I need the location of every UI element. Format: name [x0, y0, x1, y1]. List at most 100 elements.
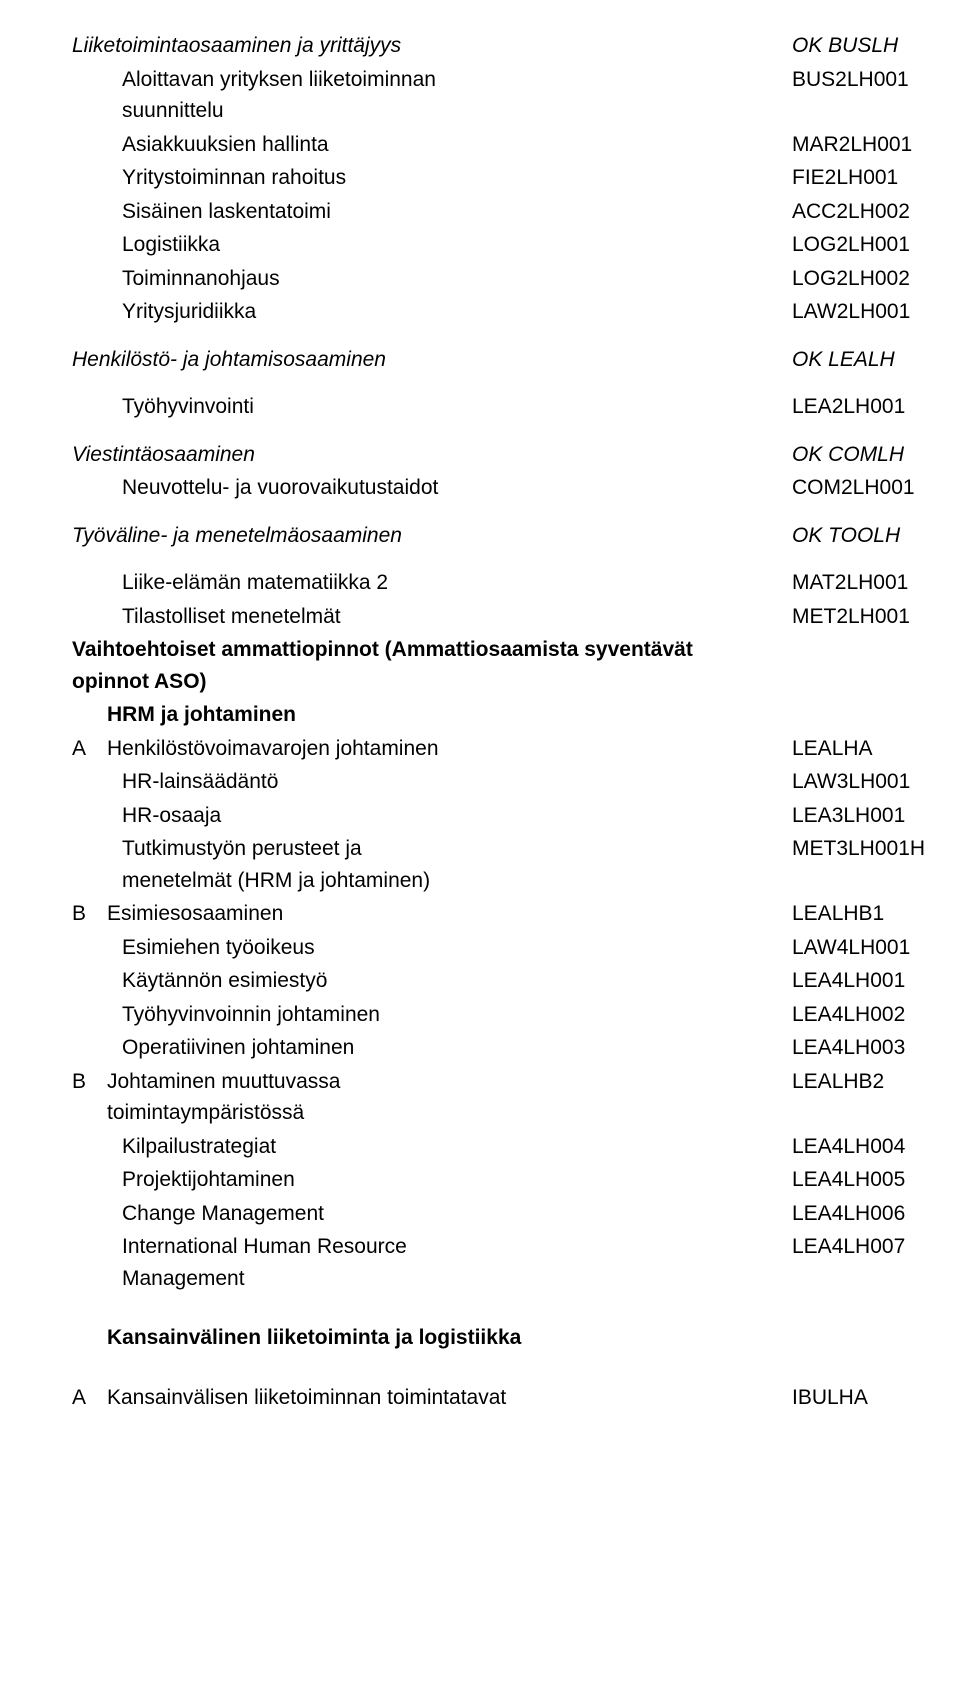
row-label: Kansainvälinen liiketoiminta ja logistii… — [107, 1322, 792, 1354]
row-label: Toiminnanohjaus — [72, 263, 792, 295]
row-label: Yritysjuridiikka — [72, 296, 792, 328]
row-label: Vaihtoehtoiset ammattiopinnot (Ammattios… — [72, 634, 792, 697]
row-label: Projektijohtaminen — [72, 1164, 792, 1196]
table-row: International Human Resource Management … — [72, 1231, 960, 1294]
table-row: Logistiikka LOG2LH001 3 — [72, 229, 960, 261]
row-tag: A — [72, 733, 107, 765]
table-row: A Henkilöstövoimavarojen johtaminen LEAL… — [72, 733, 960, 765]
row-label: Liike-elämän matematiikka 2 — [72, 567, 792, 599]
row-code: LEA4LH005 — [792, 1164, 960, 1196]
row-code: LAW4LH001 — [792, 932, 960, 964]
section-heading-row: Henkilöstö- ja johtamisosaaminen OK LEAL… — [72, 344, 960, 376]
row-label: Liiketoimintaosaaminen ja yrittäjyys — [72, 30, 792, 62]
row-label: Esimiesosaaminen — [107, 898, 792, 930]
table-row: Aloittavan yrityksen liiketoiminnan suun… — [72, 64, 960, 127]
table-row: HR-osaaja LEA3LH001 9 — [72, 800, 960, 832]
row-label: Työhyvinvoinnin johtaminen — [72, 999, 792, 1031]
row-label: Tutkimustyön perusteet ja menetelmät (HR… — [72, 833, 792, 896]
section-heading-row: Työväline- ja menetelmäosaaminen OK TOOL… — [72, 520, 960, 552]
row-code: LEA2LH001 — [792, 391, 960, 423]
table-row: HR-lainsäädäntö LAW3LH001 3 — [72, 766, 960, 798]
row-label: HRM ja johtaminen — [107, 699, 792, 731]
row-code: LEA4LH004 — [792, 1131, 960, 1163]
table-row: Työhyvinvoinnin johtaminen LEA4LH002 3 — [72, 999, 960, 1031]
row-label: Operatiivinen johtaminen — [72, 1032, 792, 1064]
table-row: Operatiivinen johtaminen LEA4LH003 3 — [72, 1032, 960, 1064]
table-row: Työhyvinvointi LEA2LH001 3 — [72, 391, 960, 423]
section-heading-row: Viestintäosaaminen OK COMLH 3 — [72, 439, 960, 471]
row-label: Kilpailustrategiat — [72, 1131, 792, 1163]
row-label: Henkilöstö- ja johtamisosaaminen — [72, 344, 792, 376]
row-code: LEALHA — [792, 733, 960, 765]
row-tag: B — [72, 1066, 107, 1098]
row-code: OK BUSLH — [792, 30, 960, 62]
table-row: Kilpailustrategiat LEA4LH004 3 — [72, 1131, 960, 1163]
row-label: HR-osaaja — [72, 800, 792, 832]
row-code: LOG2LH002 — [792, 263, 960, 295]
row-label: Henkilöstövoimavarojen johtaminen — [107, 733, 792, 765]
row-label: HR-lainsäädäntö — [72, 766, 792, 798]
table-row: B Johtaminen muuttuvassa toimintaympäris… — [72, 1066, 960, 1129]
table-row: Change Management LEA4LH006 6 — [72, 1198, 960, 1230]
section-heading-row: Kansainvälinen liiketoiminta ja logistii… — [72, 1322, 960, 1354]
table-row: Toiminnanohjaus LOG2LH002 3 — [72, 263, 960, 295]
row-code: MET3LH001H — [792, 833, 960, 865]
row-tag: A — [72, 1382, 107, 1414]
table-row: Projektijohtaminen LEA4LH005 3 — [72, 1164, 960, 1196]
row-code: LEALHB2 — [792, 1066, 960, 1098]
section-heading-row: Liiketoimintaosaaminen ja yrittäjyys OK … — [72, 30, 960, 62]
row-code: BUS2LH001 — [792, 64, 960, 96]
row-label: Logistiikka — [72, 229, 792, 261]
table-row: Käytännön esimiestyö LEA4LH001 6 — [72, 965, 960, 997]
row-label: Tilastolliset menetelmät — [72, 601, 792, 633]
table-row: B Esimiesosaaminen LEALHB1 15 — [72, 898, 960, 930]
row-code: IBULHA — [792, 1382, 960, 1414]
row-label: Aloittavan yrityksen liiketoiminnan suun… — [72, 64, 792, 127]
table-row: Tutkimustyön perusteet ja menetelmät (HR… — [72, 833, 960, 896]
row-code: LEA4LH007 — [792, 1231, 960, 1263]
table-row: Liike-elämän matematiikka 2 MAT2LH001 3 — [72, 567, 960, 599]
row-label: Työhyvinvointi — [72, 391, 792, 423]
row-code: OK TOOLH — [792, 520, 960, 552]
table-row: Asiakkuuksien hallinta MAR2LH001 3 — [72, 129, 960, 161]
row-code: LOG2LH001 — [792, 229, 960, 261]
row-code: LEA4LH003 — [792, 1032, 960, 1064]
table-row: Yritystoiminnan rahoitus FIE2LH001 3 — [72, 162, 960, 194]
section-heading-row: HRM ja johtaminen 45 — [72, 699, 960, 731]
row-code: LAW2LH001 — [792, 296, 960, 328]
row-code: LAW3LH001 — [792, 766, 960, 798]
row-code: LEA3LH001 — [792, 800, 960, 832]
table-row: Neuvottelu- ja vuorovaikutustaidot COM2L… — [72, 472, 960, 504]
row-label: Sisäinen laskentatoimi — [72, 196, 792, 228]
table-row: Sisäinen laskentatoimi ACC2LH002 3 — [72, 196, 960, 228]
row-code: FIE2LH001 — [792, 162, 960, 194]
row-label: Yritystoiminnan rahoitus — [72, 162, 792, 194]
row-code: LEA4LH002 — [792, 999, 960, 1031]
row-code: MAT2LH001 — [792, 567, 960, 599]
table-row: Tilastolliset menetelmät MET2LH001 3 — [72, 601, 960, 633]
row-code: COM2LH001 — [792, 472, 960, 504]
row-code: OK LEALH — [792, 344, 960, 376]
row-label: International Human Resource Management — [72, 1231, 792, 1294]
row-label: Viestintäosaaminen — [72, 439, 792, 471]
row-code: LEALHB1 — [792, 898, 960, 930]
row-label: Käytännön esimiestyö — [72, 965, 792, 997]
row-code: MET2LH001 — [792, 601, 960, 633]
main-heading-row: Vaihtoehtoiset ammattiopinnot (Ammattios… — [72, 634, 960, 697]
row-label: Esimiehen työoikeus — [72, 932, 792, 964]
row-code: LEA4LH001 — [792, 965, 960, 997]
row-label: Change Management — [72, 1198, 792, 1230]
row-code: OK COMLH — [792, 439, 960, 471]
row-label: Johtaminen muuttuvassa toimintaympäristö… — [107, 1066, 792, 1129]
row-code: ACC2LH002 — [792, 196, 960, 228]
row-code: MAR2LH001 — [792, 129, 960, 161]
row-label: Neuvottelu- ja vuorovaikutustaidot — [72, 472, 792, 504]
row-code: LEA4LH006 — [792, 1198, 960, 1230]
table-row: Yritysjuridiikka LAW2LH001 3 — [72, 296, 960, 328]
row-label: Kansainvälisen liiketoiminnan toimintata… — [107, 1382, 792, 1414]
table-row: A Kansainvälisen liiketoiminnan toiminta… — [72, 1382, 960, 1414]
table-row: Esimiehen työoikeus LAW4LH001 3 — [72, 932, 960, 964]
row-label: Työväline- ja menetelmäosaaminen — [72, 520, 792, 552]
row-tag: B — [72, 898, 107, 930]
row-label: Asiakkuuksien hallinta — [72, 129, 792, 161]
